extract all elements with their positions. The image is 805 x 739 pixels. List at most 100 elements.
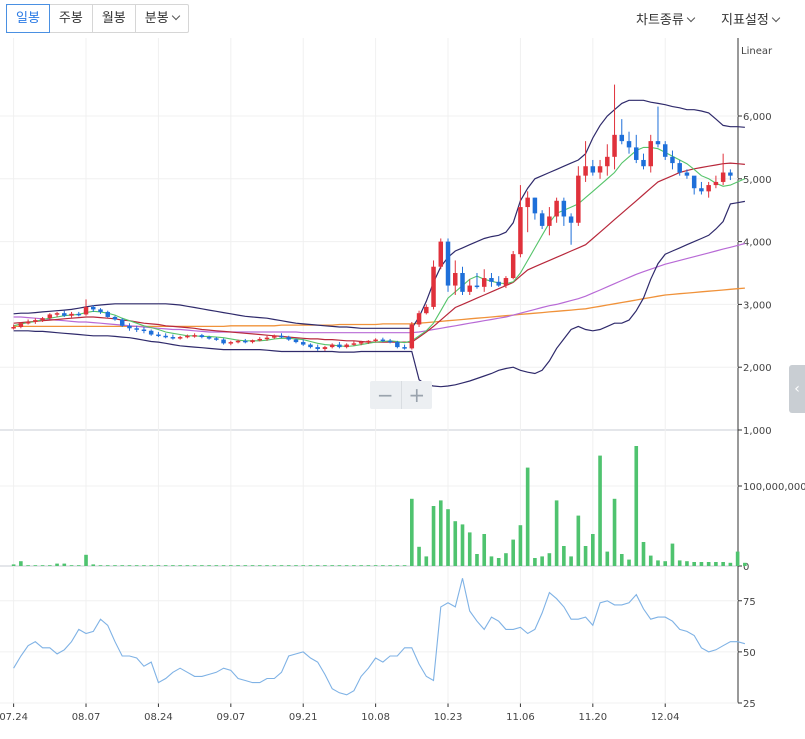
volume-bar [475,554,479,566]
tab-monthly[interactable]: 월봉 [93,5,136,32]
candle-body [655,141,661,145]
candle-body [192,335,197,337]
rsi-line [13,578,746,696]
candle-body [33,320,38,322]
volume-bar [496,558,501,566]
volume-bar [26,565,30,566]
volume-bar [323,565,327,566]
volume-bar [381,565,385,566]
candle-body [69,313,74,316]
volume-bar [460,524,465,566]
volume-bar [163,565,168,566]
candle-body [358,342,364,344]
candle-body [264,337,270,340]
zoom-in-button[interactable]: + [408,383,426,407]
volume-bar [699,562,704,566]
volume-bar [55,563,59,566]
volume-bar [40,565,45,566]
tab-weekly[interactable]: 주봉 [50,5,93,32]
volume-bar [591,534,595,566]
side-panel-toggle[interactable]: ‹ [789,365,805,413]
indicator-settings-menu[interactable]: 지표설정 [721,9,781,28]
volume-bar [685,561,689,566]
candle-body [91,306,96,310]
volume-bar [344,565,349,566]
candle-body [228,342,234,344]
volume-bar [641,542,646,566]
volume-bar [670,543,675,566]
candle-body [156,334,161,337]
indicator-settings-label: 지표설정 [721,13,769,28]
chevron-down-icon [771,13,781,23]
candle-body [387,340,393,343]
volume-bar [612,498,617,566]
volume-bar [735,551,740,566]
x-tick-label: 10.08 [361,712,390,723]
volume-bar [62,563,67,566]
volume-bar [84,554,88,566]
volume-bar [91,564,96,566]
candle-body [98,309,103,312]
candle-body [373,339,378,342]
candle-body [460,273,465,292]
candle-body [634,147,639,160]
volume-bar [576,515,581,566]
volume-bar [315,565,320,566]
x-tick-label: 08.24 [144,712,173,723]
volume-bar [511,539,515,566]
tab-minute-label: 분봉 [144,11,169,26]
volume-bar [525,467,530,566]
period-tabs: 일봉 주봉 월봉 분봉 [6,4,189,33]
volume-bar [301,565,306,566]
candle-body [583,166,588,176]
volume-bar [120,565,125,566]
candle-body [496,281,501,286]
candle-body [510,254,516,279]
candle-body [677,163,682,173]
candle-body [467,285,472,292]
candle-body [380,339,386,342]
zoom-out-button[interactable]: − [370,381,402,409]
volume-bar [453,521,458,566]
candle-body [648,141,653,167]
volume-bar [294,565,298,566]
volume-bar [11,564,16,566]
candle-body [626,141,632,148]
volume-bar [728,562,733,566]
chart-type-menu[interactable]: 차트종류 [636,9,696,28]
candle-body [206,337,212,339]
volume-bar [76,565,81,566]
candle-body [177,337,183,339]
candle-body [518,207,523,255]
candle-body [684,172,690,176]
volume-bar [605,551,610,566]
volume-y-tick-label: 100,000,000 [743,482,805,493]
x-tick-label: 08.07 [72,712,101,723]
candle-body [547,216,552,226]
candle-body [431,266,436,307]
candle-body [416,313,422,325]
candle-body [539,213,545,226]
candle-body [503,278,509,286]
volume-bar [243,565,248,566]
volume-bar [402,565,407,566]
volume-bar [533,558,537,566]
candle-body [344,344,349,348]
rsi-y-tick-label: 25 [743,699,756,710]
candle-body [243,340,248,343]
volume-bar [482,534,487,566]
candle-body [438,241,444,267]
candle-body [351,343,357,345]
tab-daily[interactable]: 일봉 [6,4,50,33]
candle-body [286,337,291,340]
tab-minute[interactable]: 분봉 [136,5,188,32]
stock-chart[interactable]: 07.24 08.07 08.24 09.07 09.21 10.08 10.23 11.06… [0,38,805,739]
volume-bar [265,565,269,566]
volume-bar [518,525,523,566]
volume-bar [105,565,110,566]
volume-bar [127,565,132,566]
candle-body [40,318,45,321]
candle-body [308,344,313,348]
volume-bar [714,562,718,566]
candle-body [728,172,733,176]
